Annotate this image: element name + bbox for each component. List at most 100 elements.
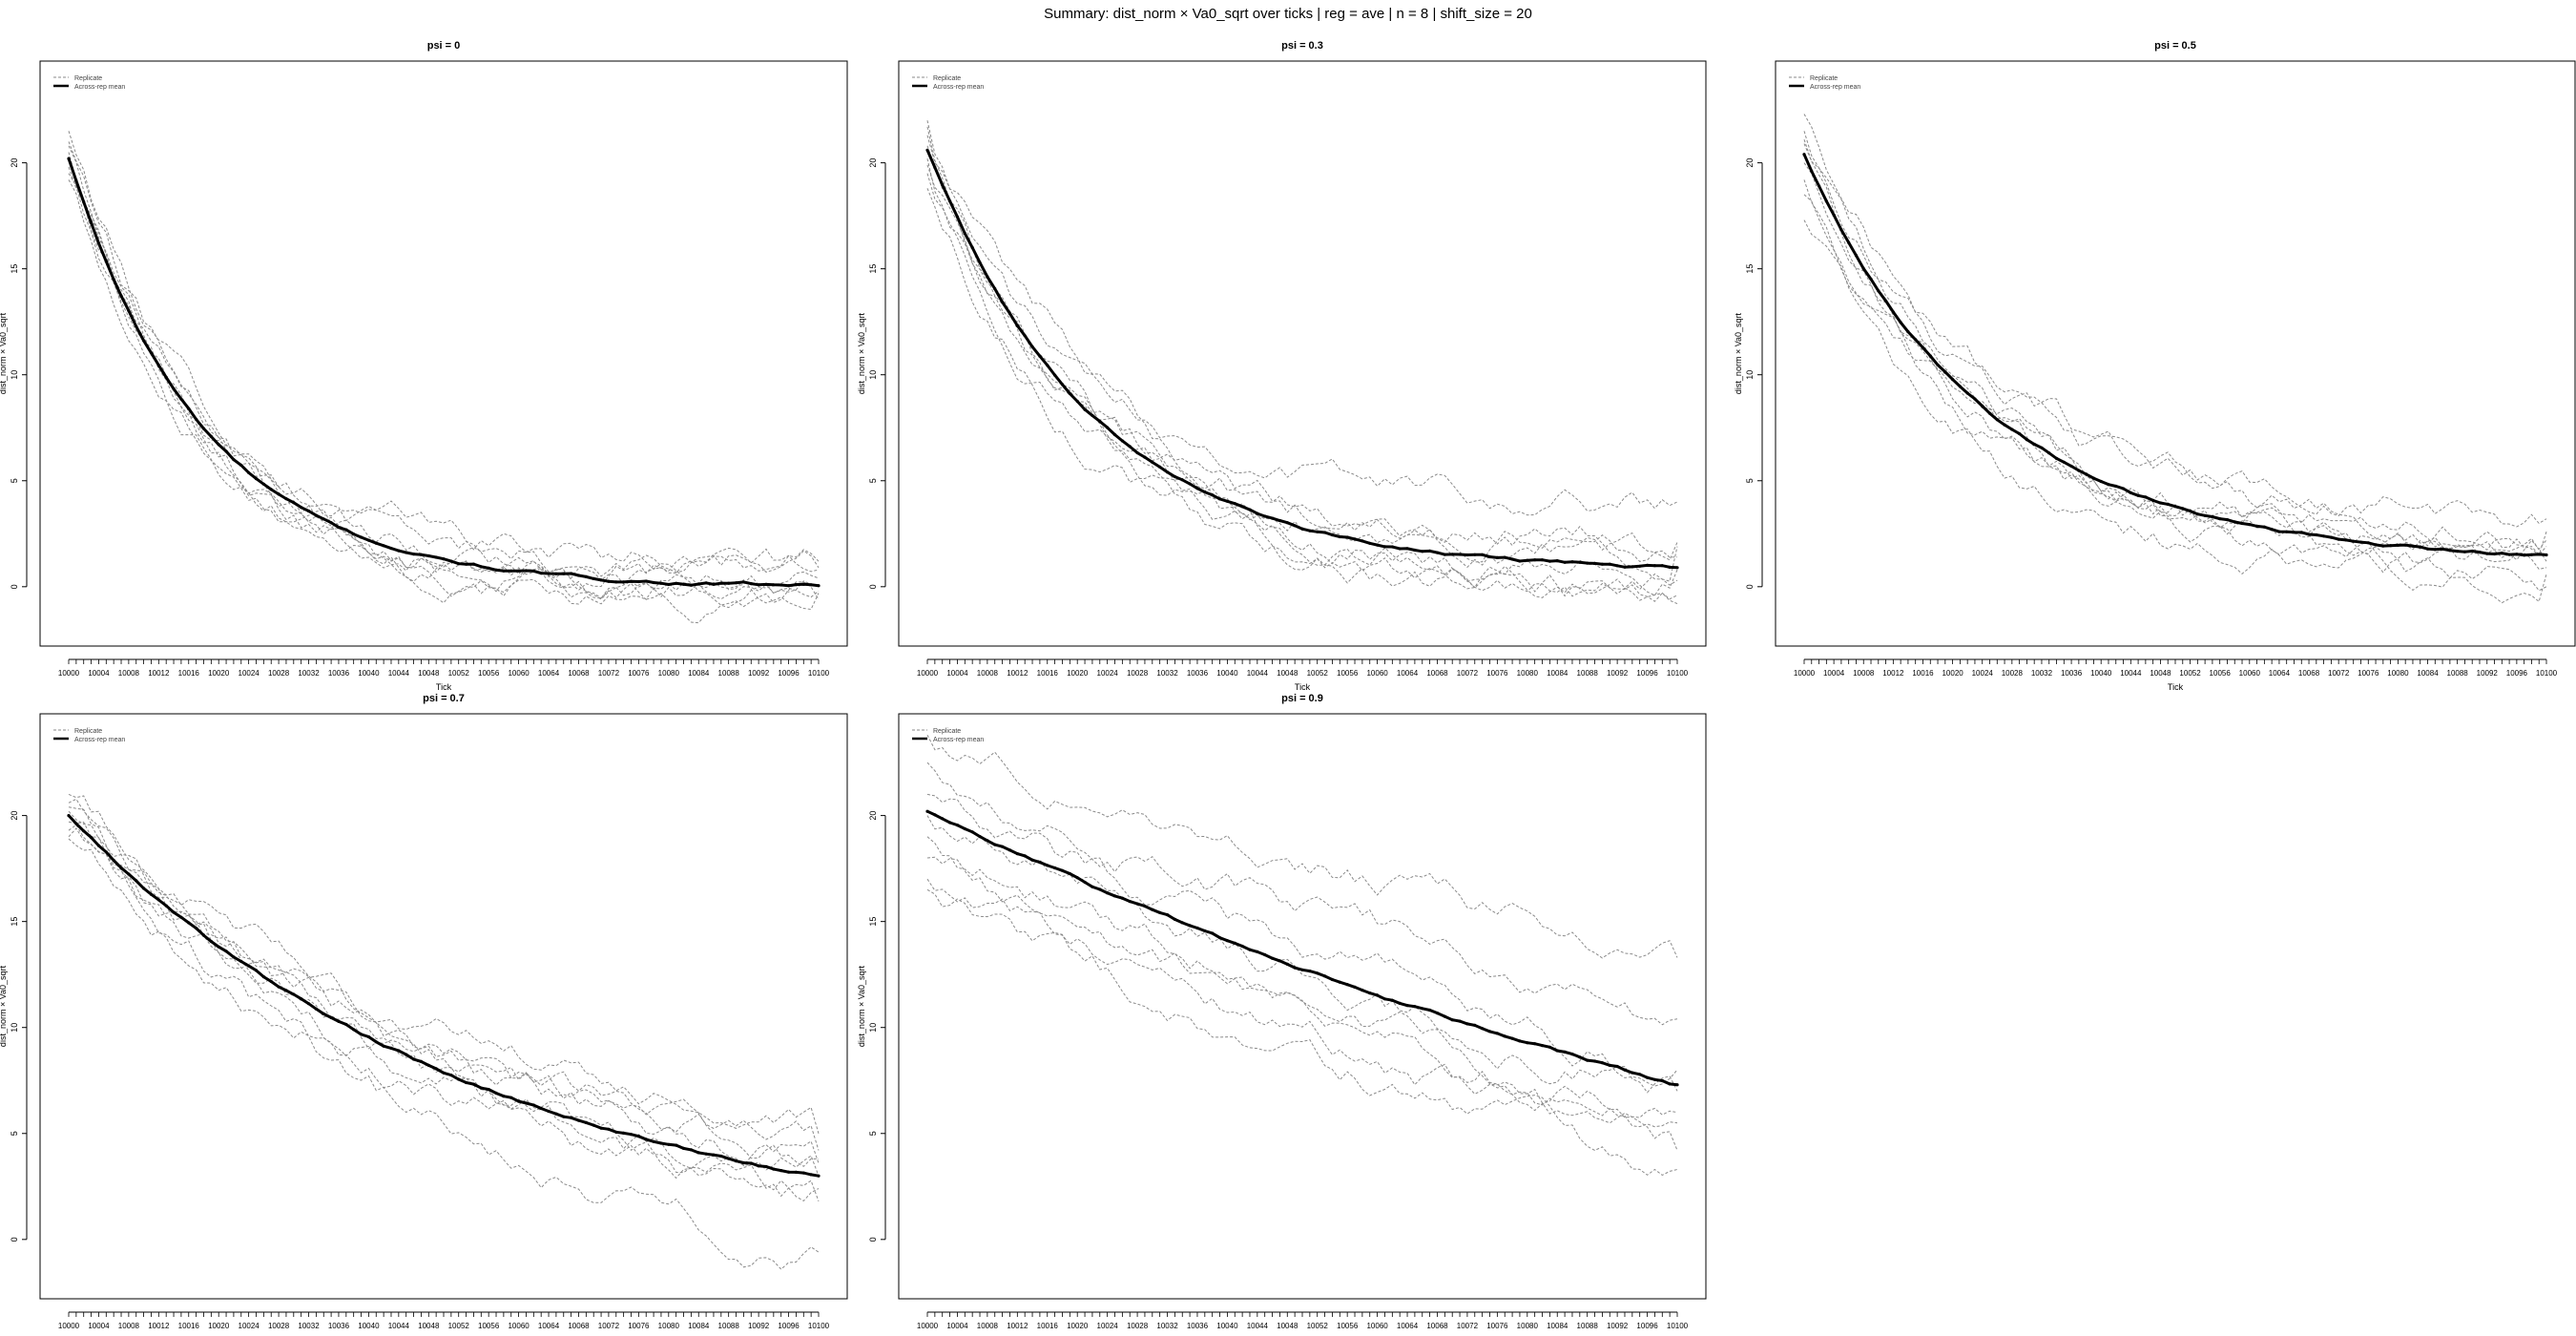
x-tick-label: 10068	[1426, 1322, 1448, 1330]
mean-point	[82, 829, 86, 833]
mean-point	[314, 513, 318, 517]
mean-point	[622, 580, 626, 584]
x-tick-label: 10068	[568, 669, 590, 678]
mean-point	[344, 1022, 348, 1027]
mean-point	[1861, 266, 1865, 270]
mean-point	[201, 933, 206, 937]
mean-point	[1847, 240, 1851, 244]
mean-point	[2189, 509, 2192, 513]
x-tick-label: 10012	[1007, 1322, 1028, 1330]
mean-point	[1586, 561, 1589, 565]
mean-point	[925, 148, 929, 152]
mean-point	[801, 1171, 805, 1175]
mean-point	[1180, 921, 1184, 925]
mean-point	[90, 220, 93, 225]
x-tick-label: 10012	[1007, 669, 1028, 678]
mean-point	[554, 1112, 558, 1116]
mean-point	[1578, 560, 1582, 564]
legend-replicate-label: Replicate	[1810, 75, 1838, 82]
mean-point	[1435, 1012, 1440, 1015]
mean-point	[2158, 501, 2162, 505]
mean-point	[232, 955, 236, 959]
mean-point	[978, 261, 982, 264]
mean-point	[2225, 518, 2230, 522]
mean-point	[1586, 1058, 1589, 1062]
mean-point	[1958, 385, 1962, 388]
y-tick-label: 0	[868, 584, 878, 589]
mean-point	[149, 351, 154, 355]
y-tick-label: 20	[10, 811, 19, 821]
x-tick-label: 10060	[508, 669, 530, 678]
y-tick-label: 0	[10, 1237, 19, 1242]
mean-point	[2129, 491, 2132, 495]
y-tick-label: 15	[868, 264, 878, 274]
mean-point	[1481, 553, 1485, 556]
mean-point	[397, 549, 401, 553]
mean-point	[1540, 1044, 1545, 1048]
legend-replicate-label: Replicate	[74, 75, 102, 82]
mean-point	[261, 975, 265, 979]
mean-point	[764, 582, 768, 587]
mean-point	[1555, 1049, 1559, 1053]
mean-point	[704, 1152, 708, 1156]
x-tick-label: 10056	[2210, 669, 2232, 678]
x-tick-label: 10016	[1037, 1322, 1059, 1330]
mean-point	[607, 579, 611, 583]
mean-point	[1091, 885, 1094, 888]
y-tick-label: 5	[868, 1131, 878, 1136]
x-tick-label: 10088	[718, 1322, 740, 1330]
plot-frame	[898, 713, 1707, 1300]
x-tick-label: 10000	[58, 669, 80, 678]
replicate-line	[926, 158, 1678, 596]
mean-point	[284, 497, 288, 501]
x-tick-label: 10060	[1366, 1322, 1388, 1330]
x-tick-label: 10032	[298, 669, 320, 678]
mean-point	[156, 364, 160, 367]
x-tick-label: 10052	[448, 1322, 470, 1330]
mean-point	[2003, 423, 2006, 427]
x-tick-label: 10036	[1187, 1322, 1209, 1330]
mean-point	[96, 241, 100, 245]
mean-point	[112, 278, 115, 282]
mean-point	[1646, 563, 1650, 568]
x-axis-label: Tick	[1295, 682, 1311, 692]
mean-point	[675, 581, 678, 585]
x-tick-label: 10048	[418, 669, 440, 678]
x-tick-label: 10064	[1397, 1322, 1419, 1330]
mean-point	[622, 1131, 626, 1135]
mean-point	[1473, 553, 1477, 556]
mean-point	[1473, 1023, 1477, 1027]
mean-point	[217, 945, 220, 949]
mean-point	[1540, 558, 1545, 562]
mean-point	[1615, 1064, 1619, 1069]
x-tick-label: 10064	[2269, 669, 2291, 678]
mean-point	[1015, 324, 1019, 327]
x-tick-label: 10052	[448, 669, 470, 678]
mean-line	[67, 157, 820, 588]
mean-point	[1030, 858, 1034, 862]
mean-point	[1533, 1042, 1537, 1046]
mean-point	[2352, 539, 2356, 543]
mean-point	[1338, 534, 1341, 539]
mean-point	[772, 583, 776, 587]
replicate-line	[1803, 194, 2547, 561]
mean-point	[817, 1174, 821, 1178]
x-tick-label: 10028	[1127, 669, 1149, 678]
x-tick-label: 10056	[478, 1322, 500, 1330]
mean-point	[1173, 917, 1176, 922]
mean-point	[1083, 880, 1087, 885]
mean-point	[2166, 502, 2170, 507]
mean-point	[1526, 558, 1529, 562]
mean-point	[494, 1091, 498, 1096]
x-tick-label: 10060	[2239, 669, 2261, 678]
x-tick-label: 10000	[1794, 669, 1816, 678]
mean-point	[2470, 549, 2474, 553]
mean-point	[412, 1057, 416, 1061]
mean-point	[2195, 512, 2199, 516]
mean-point	[82, 199, 86, 204]
x-tick-label: 10016	[1912, 669, 1934, 678]
mean-point	[1112, 894, 1117, 898]
x-tick-label: 10028	[268, 1322, 290, 1330]
mean-point	[794, 1170, 799, 1174]
mean-point	[787, 584, 791, 588]
